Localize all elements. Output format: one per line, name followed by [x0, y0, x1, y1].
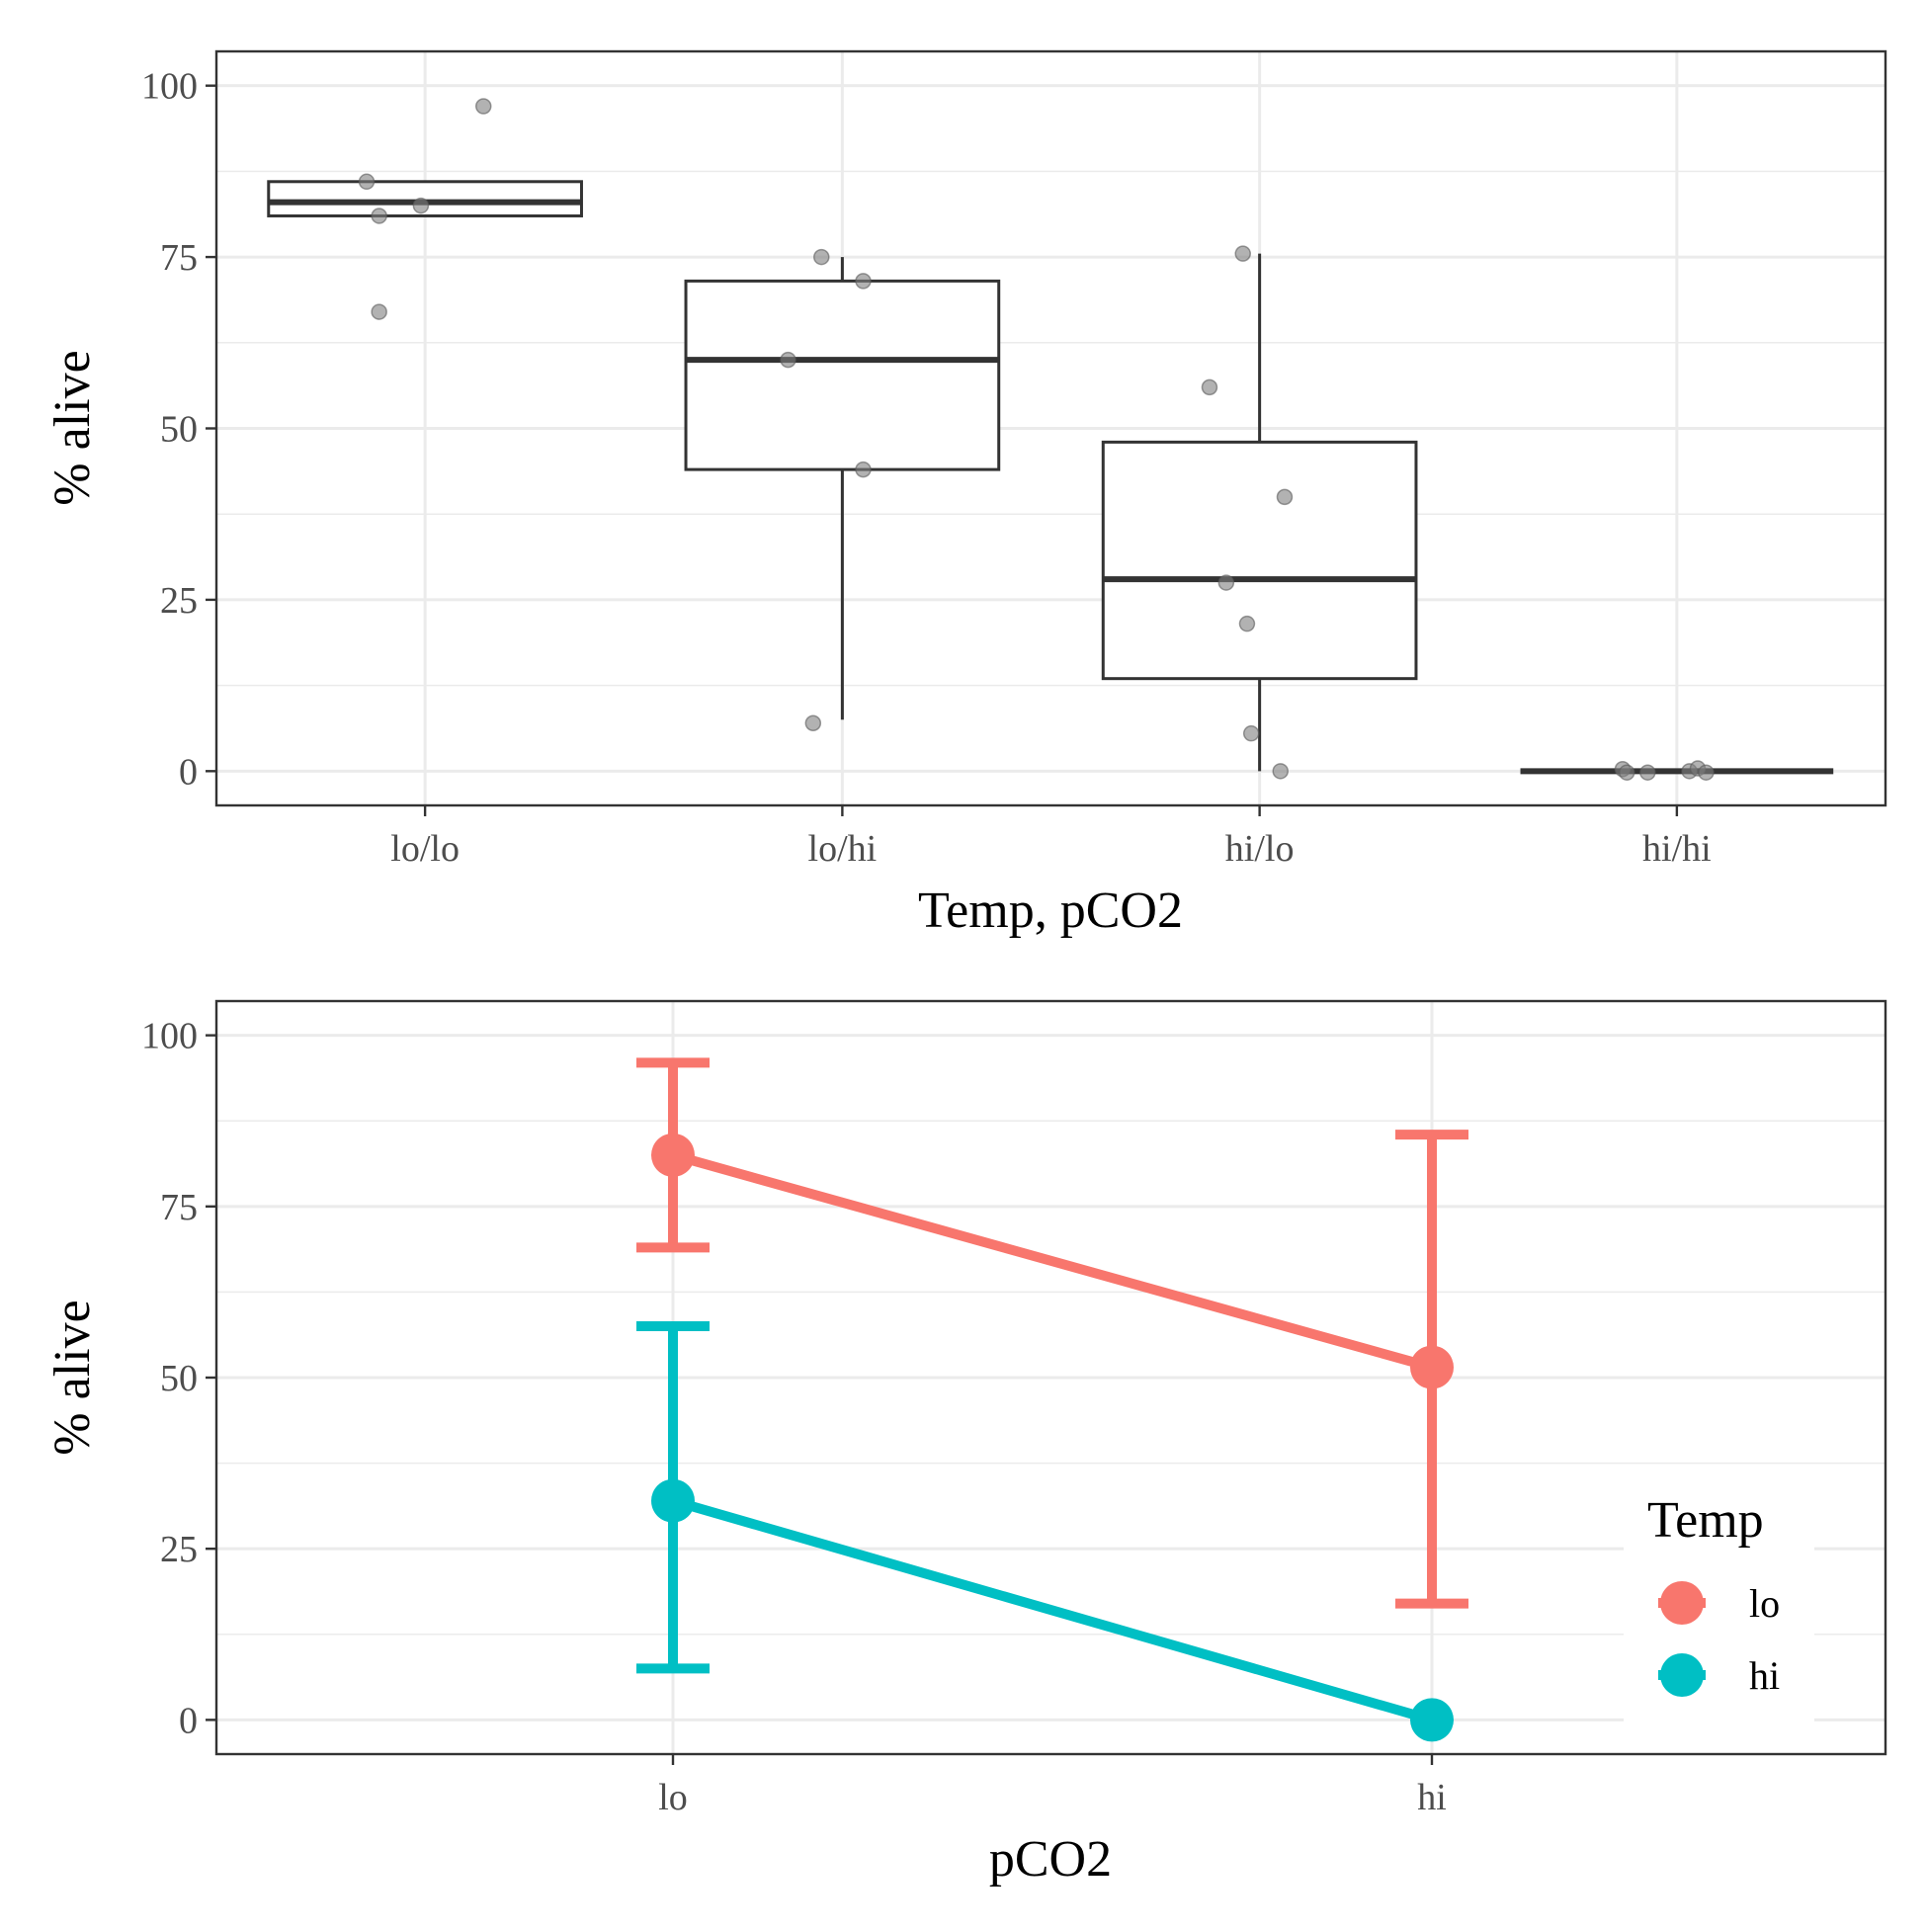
- legend-label: lo: [1749, 1581, 1780, 1626]
- box-lo-hi: [684, 257, 1001, 720]
- legend-key-point: [1660, 1581, 1704, 1625]
- data-point: [1410, 1698, 1454, 1742]
- interaction-y-axis-title: % alive: [44, 1300, 101, 1455]
- y-tick-label: 25: [160, 580, 198, 622]
- y-tick-label: 75: [160, 237, 198, 279]
- y-tick-label: 50: [160, 1358, 198, 1399]
- data-point: [1639, 764, 1656, 781]
- data-point: [1276, 488, 1294, 506]
- y-tick-label: 0: [179, 1700, 198, 1741]
- boxplot-y-axis: 0 25 50 75 100: [141, 66, 216, 793]
- y-tick-label: 50: [160, 409, 198, 451]
- box-body: [684, 279, 1001, 471]
- y-tick-label: 100: [141, 66, 198, 108]
- box-hi-lo: [1101, 253, 1418, 772]
- x-tick-label: lo: [658, 1777, 688, 1818]
- y-tick-label: 25: [160, 1529, 198, 1570]
- series-line: [671, 1150, 1434, 1373]
- legend-background: [1624, 1476, 1814, 1723]
- x-tick-label: hi: [1417, 1777, 1447, 1818]
- data-point: [804, 714, 822, 732]
- boxplot-points: [358, 98, 1715, 781]
- data-point: [651, 1478, 695, 1523]
- data-point: [651, 1133, 695, 1177]
- x-tick-label: lo/hi: [808, 828, 878, 870]
- data-point: [1234, 245, 1251, 262]
- boxplot-x-axis-title: Temp, pCO2: [918, 882, 1183, 939]
- interaction-y-axis: 0 25 50 75 100: [141, 1016, 216, 1741]
- boxplot-y-axis-title: % alive: [44, 350, 101, 505]
- legend: Temp lo hi: [1624, 1476, 1814, 1723]
- series-hi: [636, 1321, 1454, 1742]
- interaction-x-axis: lo hi: [658, 1754, 1447, 1818]
- data-point: [1201, 378, 1218, 396]
- interaction-series: [636, 1057, 1468, 1742]
- y-tick-label: 100: [141, 1016, 198, 1057]
- data-point: [1272, 763, 1289, 780]
- legend-key-point: [1660, 1653, 1704, 1697]
- data-point: [1242, 724, 1260, 742]
- x-tick-label: hi/hi: [1642, 828, 1712, 870]
- box-body: [1101, 440, 1418, 681]
- x-tick-label: hi/lo: [1225, 828, 1295, 870]
- data-point: [855, 461, 872, 478]
- interaction-x-axis-title: pCO2: [989, 1831, 1112, 1888]
- series-lo: [636, 1057, 1468, 1609]
- data-point: [855, 273, 872, 290]
- data-point: [474, 98, 492, 115]
- data-point: [813, 248, 830, 266]
- data-point: [1410, 1345, 1454, 1389]
- data-point: [358, 173, 376, 191]
- boxplot-panel: 0 25 50 75 100 lo/lo lo/hi hi/lo hi/hi Temp, pC…: [44, 49, 1887, 939]
- y-tick-label: 75: [160, 1187, 198, 1228]
- legend-label: hi: [1749, 1653, 1780, 1698]
- legend-title: Temp: [1647, 1492, 1764, 1549]
- series-line: [671, 1495, 1434, 1725]
- y-tick-label: 0: [179, 751, 198, 793]
- data-point: [412, 197, 430, 214]
- boxplot-x-axis: lo/lo lo/hi hi/lo hi/hi: [390, 805, 1712, 870]
- data-point: [1217, 574, 1235, 591]
- data-point: [1238, 615, 1256, 632]
- data-point: [371, 208, 387, 224]
- interaction-panel: Temp lo hi 0 25 50 75 100 lo hi pCO2 % alive: [44, 999, 1887, 1888]
- data-point: [1698, 764, 1715, 781]
- data-point: [780, 351, 796, 369]
- data-point: [371, 303, 387, 320]
- x-tick-label: lo/lo: [390, 828, 460, 870]
- data-point: [1618, 764, 1635, 781]
